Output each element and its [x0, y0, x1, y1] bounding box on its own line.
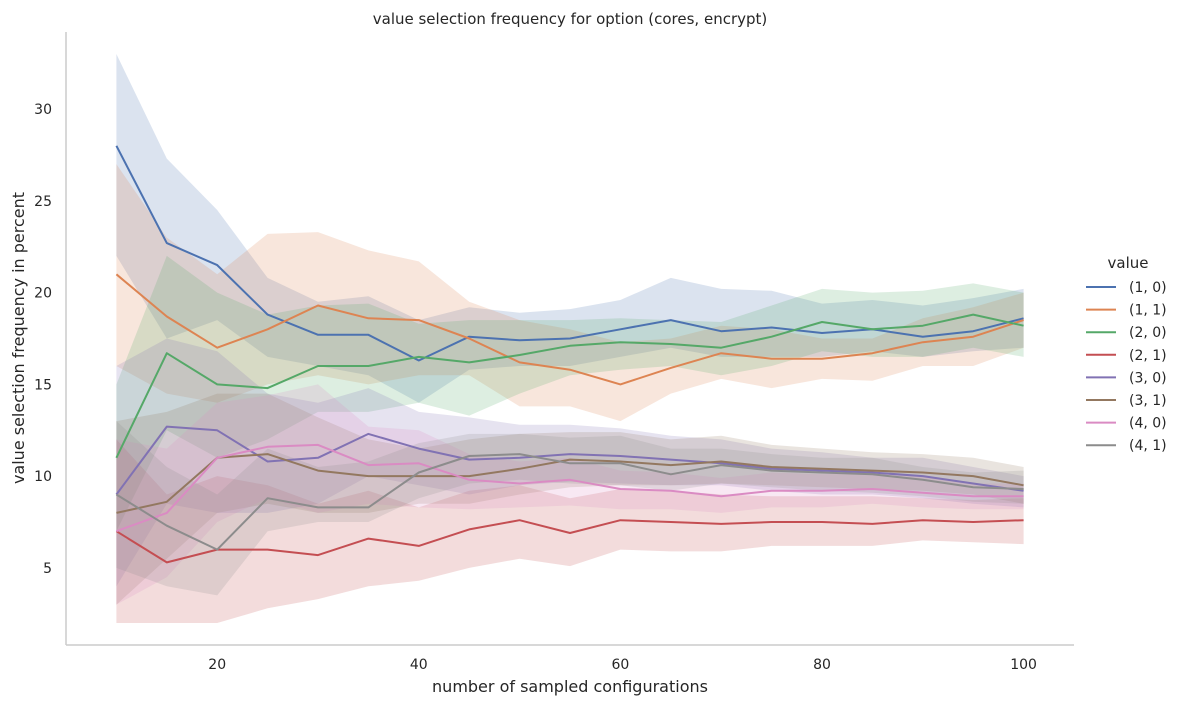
confidence-band-4-0: [116, 384, 1024, 605]
legend-label-3-1: (3, 1): [1129, 393, 1167, 409]
chart-title: value selection frequency for option (co…: [373, 10, 768, 28]
legend-label-1-1: (1, 1): [1129, 303, 1167, 319]
legend-label-2-0: (2, 0): [1129, 325, 1167, 341]
y-axis-label: value selection frequency in percent: [9, 192, 28, 484]
confidence-band-1-0: [116, 54, 1024, 403]
series-line-1-1: [115, 273, 1024, 386]
y-tick-label: 20: [34, 286, 52, 302]
x-tick-label: 40: [410, 657, 428, 673]
y-axis-ticks: 5 10 15 20 25 30: [34, 102, 52, 577]
legend-title: value: [1108, 254, 1149, 272]
y-tick-label: 30: [34, 102, 52, 118]
series-line-2-1: [115, 519, 1024, 564]
x-tick-label: 20: [208, 657, 226, 673]
series-line-4-1: [115, 453, 1024, 551]
x-axis-label: number of sampled configurations: [432, 677, 708, 696]
y-tick-label: 5: [43, 561, 52, 577]
legend: value (1, 0) (1, 1) (2, 0) (2, 1) (3, 0) (3, …: [1086, 254, 1167, 454]
legend-label-2-1: (2, 1): [1129, 348, 1167, 364]
y-tick-label: 15: [34, 377, 52, 393]
series-line-3-1: [116, 453, 1024, 514]
y-tick-label: 25: [34, 194, 52, 210]
x-tick-label: 80: [813, 657, 831, 673]
legend-label-1-0: (1, 0): [1129, 280, 1167, 296]
confidence-band-2-0: [116, 255, 1024, 532]
confidence-band-1-1: [116, 164, 1024, 422]
x-tick-label: 100: [1010, 657, 1037, 673]
legend-label-4-0: (4, 0): [1129, 416, 1167, 432]
confidence-band-4-1: [116, 421, 1024, 596]
x-axis-ticks: 20 40 60 80 100: [208, 657, 1037, 673]
x-tick-label: 60: [611, 657, 629, 673]
confidence-band-2-1: [116, 439, 1024, 623]
legend-label-4-1: (4, 1): [1129, 438, 1167, 454]
confidence-bands: [116, 54, 1024, 623]
series-line-4-0: [116, 443, 1024, 533]
series-lines: [115, 145, 1024, 564]
series-line-2-0: [115, 313, 1024, 459]
y-tick-label: 10: [34, 469, 52, 485]
legend-label-3-0: (3, 0): [1129, 370, 1167, 386]
series-line-3-0: [115, 425, 1024, 496]
